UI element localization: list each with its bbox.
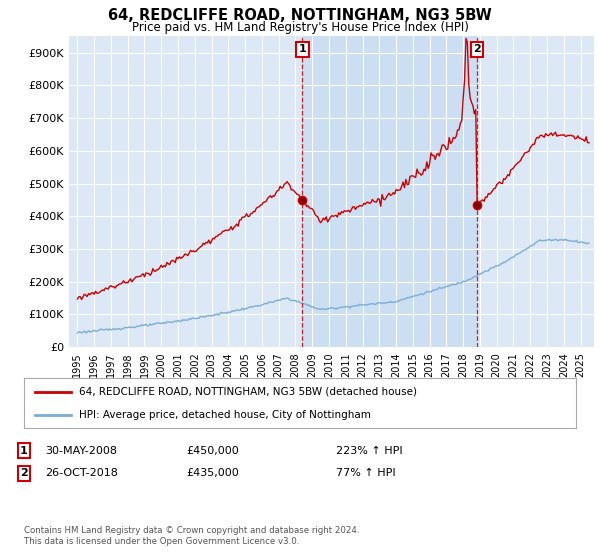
Text: 64, REDCLIFFE ROAD, NOTTINGHAM, NG3 5BW: 64, REDCLIFFE ROAD, NOTTINGHAM, NG3 5BW [108,8,492,24]
Text: 223% ↑ HPI: 223% ↑ HPI [336,446,403,456]
Text: £435,000: £435,000 [186,468,239,478]
Text: 2: 2 [20,468,28,478]
Text: HPI: Average price, detached house, City of Nottingham: HPI: Average price, detached house, City… [79,410,371,420]
Text: 77% ↑ HPI: 77% ↑ HPI [336,468,395,478]
Text: Price paid vs. HM Land Registry's House Price Index (HPI): Price paid vs. HM Land Registry's House … [131,21,469,34]
Text: 1: 1 [299,44,307,54]
Text: 64, REDCLIFFE ROAD, NOTTINGHAM, NG3 5BW (detached house): 64, REDCLIFFE ROAD, NOTTINGHAM, NG3 5BW … [79,386,417,396]
Text: Contains HM Land Registry data © Crown copyright and database right 2024.
This d: Contains HM Land Registry data © Crown c… [24,526,359,546]
Text: 1: 1 [20,446,28,456]
Text: 2: 2 [473,44,481,54]
Text: 26-OCT-2018: 26-OCT-2018 [45,468,118,478]
Text: 30-MAY-2008: 30-MAY-2008 [45,446,117,456]
Text: £450,000: £450,000 [186,446,239,456]
Bar [302,36,477,347]
